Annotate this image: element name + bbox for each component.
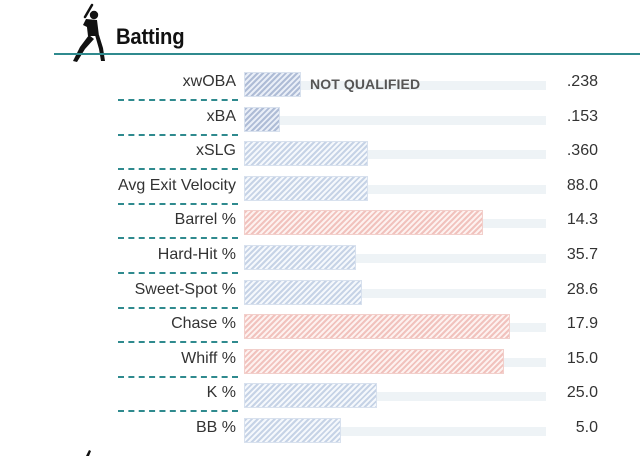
batting-section-header: Batting (54, 0, 640, 62)
metric-bar (244, 210, 483, 236)
metric-bar (244, 279, 362, 305)
metric-bar (244, 383, 377, 409)
metric-row: K % 25.0 (0, 379, 640, 414)
metric-bar (244, 348, 504, 374)
metric-track (244, 288, 546, 298)
row-divider (118, 306, 238, 309)
metric-row: xSLG .360 (0, 137, 640, 172)
metric-value: 35.7 (566, 246, 598, 263)
metric-bar (244, 72, 301, 97)
metric-value: 14.3 (566, 211, 598, 229)
metric-value: .153 (566, 107, 598, 125)
metric-track (244, 427, 546, 436)
metric-bar (244, 141, 368, 167)
row-divider (118, 99, 238, 101)
section-title: Batting (116, 24, 185, 49)
header-divider (54, 53, 640, 55)
metric-label: Chase % (171, 315, 236, 333)
metric-bar (244, 314, 510, 340)
metric-row: Avg Exit Velocity 88.0 (0, 172, 640, 207)
metric-bar (244, 106, 280, 132)
metric-row: Chase % 17.9 (0, 310, 640, 345)
metric-label: K % (206, 384, 236, 402)
metric-row: xBA .153 (0, 103, 640, 138)
metric-row: Hard-Hit % 35.7 (0, 241, 640, 276)
row-divider (118, 410, 238, 413)
row-divider (118, 202, 238, 205)
metric-bar (244, 245, 356, 270)
next-section-icon (86, 450, 91, 456)
metric-row: BB % 5.0 (0, 414, 640, 449)
metric-label: BB % (195, 419, 236, 436)
metric-value: 28.6 (566, 280, 598, 298)
metric-row: Barrel % 14.3 (0, 206, 640, 241)
metric-label: Barrel % (174, 211, 236, 229)
metric-label: xBA (206, 107, 236, 125)
metric-track (244, 81, 546, 90)
row-divider (118, 133, 238, 136)
metric-bar (244, 418, 341, 443)
metric-value: .360 (566, 142, 598, 160)
metric-label: Avg Exit Velocity (118, 176, 236, 194)
metric-value: 15.0 (566, 349, 598, 367)
metric-label: xSLG (195, 142, 236, 160)
not-qualified-note: NOT QUALIFIED (310, 76, 421, 92)
metric-value: 25.0 (566, 384, 598, 402)
metric-value: 88.0 (566, 176, 598, 194)
row-divider (118, 375, 238, 378)
metric-label: Hard-Hit % (157, 246, 236, 263)
metric-track (244, 392, 546, 402)
metric-value: .238 (566, 73, 598, 90)
metric-label: xwOBA (182, 73, 236, 90)
metric-track (244, 150, 546, 160)
row-divider (118, 272, 238, 274)
metric-value: 17.9 (566, 315, 598, 333)
row-divider (118, 341, 238, 344)
metric-track (244, 184, 546, 194)
row-divider (118, 237, 238, 240)
metric-row: Whiff % 15.0 (0, 345, 640, 380)
metric-row: xwOBA NOT QUALIFIED .238 (0, 68, 640, 103)
row-divider (118, 168, 238, 171)
metric-row: Sweet-Spot % 28.6 (0, 276, 640, 311)
metric-label: Whiff % (181, 349, 236, 367)
baseball-batter-icon (73, 3, 105, 62)
metric-track (244, 115, 546, 125)
metric-bar (244, 175, 368, 201)
metric-label: Sweet-Spot % (134, 280, 236, 298)
metric-track (244, 254, 546, 263)
metric-value: 5.0 (575, 419, 598, 436)
